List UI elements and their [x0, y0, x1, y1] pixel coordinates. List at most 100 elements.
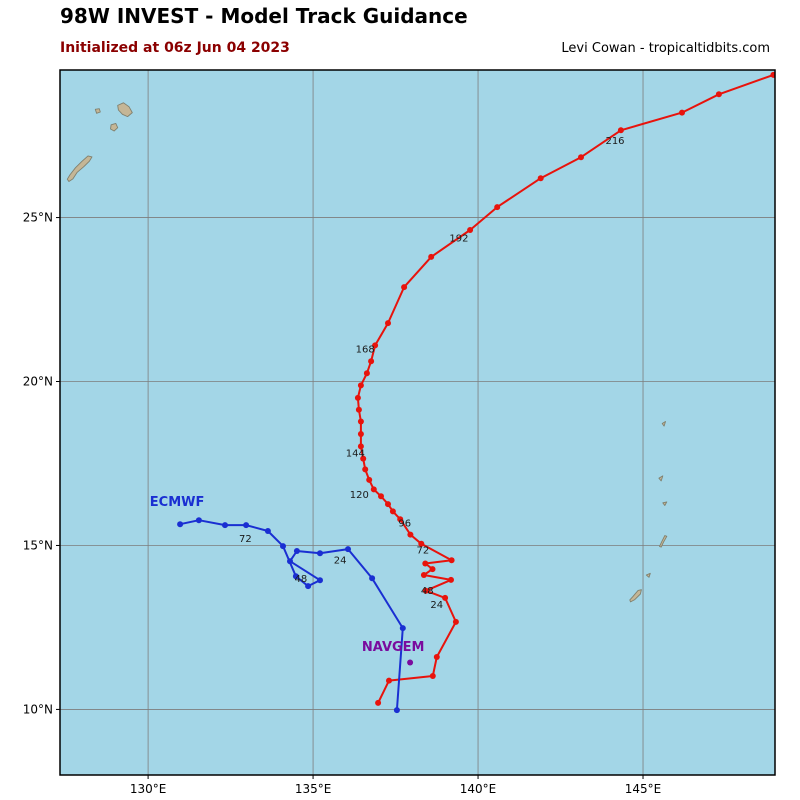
model-red-track-point [368, 358, 375, 365]
island-1 [117, 102, 133, 118]
ecmwf-track-point [345, 546, 351, 553]
model-red-track-point [442, 594, 449, 601]
x-axis-label: 145°E [625, 782, 662, 796]
plot-border [59, 69, 776, 776]
navgem-track [407, 659, 414, 666]
model-red-track-point [397, 516, 404, 523]
model-red-track-point [433, 654, 440, 660]
model-red-track-point [386, 677, 392, 684]
credit-label: Levi Cowan - tropicaltidbits.com [561, 41, 770, 56]
ecmwf-track-point [292, 573, 299, 580]
island-3 [110, 122, 119, 132]
model-red-track-point [357, 418, 364, 425]
model-red-track-point [375, 699, 382, 706]
ecmwf-model-label: ECMWF [150, 495, 205, 510]
model-red-track-point [354, 394, 361, 401]
model-red-track-point [385, 501, 391, 508]
ecmwf-track-point [305, 583, 312, 590]
landmasses [66, 102, 668, 603]
model-red-track-point [448, 576, 454, 583]
model-red-track-point [360, 455, 367, 462]
ecmwf-track-point [287, 558, 293, 565]
x-axis-label: 135°E [295, 782, 332, 796]
model-red-hour-label: 120 [350, 490, 369, 501]
island-2 [94, 108, 101, 114]
model-red-track-point [418, 540, 425, 547]
x-axis-label: 130°E [130, 782, 167, 796]
island-4 [66, 155, 93, 182]
y-axis-label: 10°N [23, 702, 53, 716]
island-8 [662, 501, 668, 506]
ecmwf-track-point [243, 522, 250, 529]
island-9 [658, 475, 664, 482]
y-axis-label: 20°N [23, 375, 53, 389]
model-red-hour-label: 168 [356, 345, 375, 356]
model-red-track-point [355, 406, 362, 413]
model-red-track-point [372, 342, 379, 349]
model-red-track-point [578, 154, 584, 161]
init-time-label: Initialized at 06z Jun 04 2023 [60, 40, 290, 56]
y-axis-label: 25°N [23, 211, 53, 225]
gridlines [60, 70, 775, 775]
model-red-track-point [537, 175, 544, 182]
model-red-track-point [452, 618, 459, 625]
ecmwf-track-point [280, 543, 286, 550]
island-6 [645, 572, 651, 578]
model-red-track-point [378, 493, 384, 500]
model-red-hour-label: 24 [430, 600, 443, 611]
ecmwf-track-point [399, 625, 406, 632]
model-red-track-point [357, 382, 364, 389]
model-red-track-point [407, 531, 414, 538]
model-red-track-point [679, 109, 685, 116]
model-red-track-point [422, 560, 429, 567]
model-red-hour-label: 192 [449, 234, 468, 245]
page-title: 98W INVEST - Model Track Guidance [60, 4, 468, 28]
ecmwf-track-point [264, 528, 271, 534]
island-10 [661, 421, 666, 427]
model-red-hour-label: 144 [346, 448, 365, 459]
ecmwf-track-point [317, 577, 323, 584]
ecmwf-track: 24 48 72 [177, 517, 406, 714]
ecmwf-hour-label: 48 [295, 574, 308, 585]
ecmwf-track-point [222, 522, 228, 529]
model-red-hour-label: 96 [398, 518, 411, 529]
model-red-track-point [401, 284, 408, 291]
island-7 [659, 535, 668, 548]
model-red-track: 24 48 72 96 120 144 168 192 216 [346, 71, 775, 706]
y-axis-label: 15°N [23, 538, 53, 552]
model-red-track-point [420, 572, 427, 578]
navgem-track-point [407, 659, 414, 666]
subheader-row: Initialized at 06z Jun 04 2023 Levi Cowa… [60, 40, 770, 56]
model-red-hour-label: 72 [417, 546, 430, 557]
model-red-track-point [467, 227, 474, 233]
model-red-track-point [494, 204, 501, 211]
ecmwf-hour-label: 72 [239, 534, 252, 545]
model-red-hour-label: 48 [421, 586, 434, 597]
ecmwf-track-line [179, 519, 404, 712]
model-red-track-point [422, 587, 429, 594]
model-red-track-point [617, 127, 624, 134]
island-5 [629, 589, 642, 603]
ecmwf-track-point [293, 548, 300, 554]
model-red-track-point [428, 253, 435, 260]
ecmwf-track-point [393, 707, 400, 714]
model-red-track-point [357, 443, 364, 450]
ecmwf-track-point [195, 517, 202, 524]
model-red-track-point [362, 466, 369, 473]
model-tracks: 24 48 72 96 120 144 168 192 216 24 48 72 [177, 71, 775, 714]
model-red-track-point [370, 486, 377, 493]
model-red-track-point [448, 557, 455, 564]
model-red-track-point [363, 370, 370, 377]
ecmwf-track-point [317, 550, 323, 557]
model-red-track-point [429, 566, 436, 573]
navgem-model-label: NAVGEM [362, 640, 425, 655]
ecmwf-track-point [177, 521, 184, 528]
model-red-track-point [385, 320, 391, 327]
model-red-track-line [356, 73, 775, 704]
model-red-track-point [429, 673, 436, 679]
ecmwf-hour-label: 24 [334, 556, 347, 567]
model-red-track-point [357, 431, 364, 437]
model-red-track-point [770, 71, 775, 78]
